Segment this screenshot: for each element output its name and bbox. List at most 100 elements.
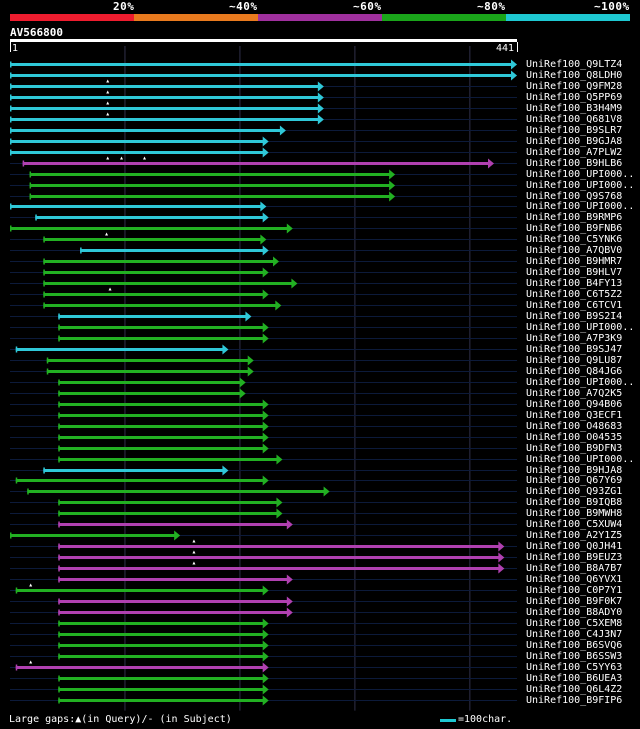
hit-label[interactable]: UniRef100_UPI000.. <box>526 168 635 180</box>
hit-label[interactable]: UniRef100_A7P3K9 <box>526 332 623 344</box>
hit-label[interactable]: UniRef100_C5YY63 <box>526 661 623 673</box>
hit-label[interactable]: UniRef100_Q9LTZ4 <box>526 58 623 70</box>
gap-legend: Large gaps:▲(in Query)/- (in Subject) <box>9 714 232 725</box>
hit-label[interactable]: UniRef100_B9SJ47 <box>526 343 623 355</box>
hit-arrowhead <box>222 465 229 476</box>
hit-label[interactable]: UniRef100_B6SSW3 <box>526 650 623 662</box>
hit-arrowhead <box>247 355 254 366</box>
hit-label[interactable]: UniRef100_B8ADY0 <box>526 606 623 618</box>
hit-label[interactable]: UniRef100_C6TCV1 <box>526 299 623 311</box>
hit-label[interactable]: UniRef100_Q5PP69 <box>526 91 623 103</box>
hit-bar <box>58 523 289 526</box>
hit-label[interactable]: UniRef100_B6UEA3 <box>526 672 623 684</box>
hit-start-tick <box>10 225 12 232</box>
hit-bar <box>58 611 289 614</box>
hit-bar <box>10 227 289 230</box>
hit-arrowhead <box>275 300 282 311</box>
hit-label[interactable]: UniRef100_Q8LDH0 <box>526 69 623 81</box>
hit-arrowhead <box>498 552 505 563</box>
hit-arrowhead <box>262 673 269 684</box>
hit-label[interactable]: UniRef100_B9MWH8 <box>526 507 623 519</box>
hit-label[interactable]: UniRef100_B9FNB6 <box>526 222 623 234</box>
hit-label[interactable]: UniRef100_Q93ZG1 <box>526 485 623 497</box>
hit-label[interactable]: UniRef100_UPI000.. <box>526 321 635 333</box>
hit-label[interactable]: UniRef100_Q6L4Z2 <box>526 683 623 695</box>
hit-arrowhead <box>286 574 293 585</box>
hit-label[interactable]: UniRef100_A7Q2K5 <box>526 387 623 399</box>
hit-label[interactable]: UniRef100_C5XEM8 <box>526 617 623 629</box>
hit-start-tick <box>58 313 60 320</box>
hit-bar <box>43 293 265 296</box>
hit-arrowhead <box>262 136 269 147</box>
hit-arrowhead <box>260 234 267 245</box>
hit-arrowhead <box>262 618 269 629</box>
hit-label[interactable]: UniRef100_UPI000.. <box>526 200 635 212</box>
hit-arrowhead <box>262 662 269 673</box>
hit-label[interactable]: UniRef100_C5XUW4 <box>526 518 623 530</box>
hit-bar <box>58 414 265 417</box>
hit-label[interactable]: UniRef100_B8A7B7 <box>526 562 623 574</box>
hit-label[interactable]: UniRef100_B9EUZ3 <box>526 551 623 563</box>
hit-label[interactable]: UniRef100_Q3ECF1 <box>526 409 623 421</box>
hit-label[interactable]: UniRef100_B9FIP6 <box>526 694 623 706</box>
hit-label[interactable]: UniRef100_B4FY13 <box>526 277 623 289</box>
hit-label[interactable]: UniRef100_B9HJA8 <box>526 464 623 476</box>
hit-label[interactable]: UniRef100_A7QBV0 <box>526 244 623 256</box>
hit-label[interactable]: UniRef100_Q9S768 <box>526 190 623 202</box>
hit-start-tick <box>10 149 12 156</box>
hit-label[interactable]: UniRef100_Q9FM28 <box>526 80 623 92</box>
hit-label[interactable]: UniRef100_A2Y1Z5 <box>526 529 623 541</box>
hit-start-tick <box>10 203 12 210</box>
hit-label[interactable]: UniRef100_Q84JG6 <box>526 365 623 377</box>
hit-bar <box>10 140 265 143</box>
hit-start-tick <box>43 291 45 298</box>
hit-label[interactable]: UniRef100_B9IQB8 <box>526 496 623 508</box>
hit-arrowhead <box>286 223 293 234</box>
hit-label[interactable]: UniRef100_Q6YVX1 <box>526 573 623 585</box>
hit-label[interactable]: UniRef100_B9GJA8 <box>526 135 623 147</box>
hit-label[interactable]: UniRef100_A7PLW2 <box>526 146 623 158</box>
hit-label[interactable]: UniRef100_C4J3N7 <box>526 628 623 640</box>
hit-label[interactable]: UniRef100_O04535 <box>526 431 623 443</box>
hit-label[interactable]: UniRef100_B9F0K7 <box>526 595 623 607</box>
hit-start-tick <box>10 105 12 112</box>
hit-label[interactable]: UniRef100_Q681V8 <box>526 113 623 125</box>
hit-label[interactable]: UniRef100_B6SVQ6 <box>526 639 623 651</box>
hit-label[interactable]: UniRef100_Q0JH41 <box>526 540 623 552</box>
hit-bar <box>58 392 242 395</box>
scale-swatch <box>440 719 456 722</box>
query-gap-marker <box>106 112 110 116</box>
hit-bar <box>58 633 265 636</box>
hit-label[interactable]: UniRef100_B3H4M9 <box>526 102 623 114</box>
hit-label[interactable]: UniRef100_O48683 <box>526 420 623 432</box>
hit-label[interactable]: UniRef100_B9DFN3 <box>526 442 623 454</box>
hit-label[interactable]: UniRef100_C0P7Y1 <box>526 584 623 596</box>
hit-label[interactable]: UniRef100_B9SLR7 <box>526 124 623 136</box>
hit-bar <box>29 195 392 198</box>
hit-start-tick <box>43 280 45 287</box>
hit-label[interactable]: UniRef100_UPI000.. <box>526 376 635 388</box>
hit-label[interactable]: UniRef100_B9HMR7 <box>526 255 623 267</box>
hit-arrowhead <box>262 267 269 278</box>
hit-label[interactable]: UniRef100_UPI000.. <box>526 453 635 465</box>
hit-bar <box>58 578 289 581</box>
hit-arrowhead <box>262 399 269 410</box>
hit-label[interactable]: UniRef100_Q9LU87 <box>526 354 623 366</box>
hit-label[interactable]: UniRef100_C6T5Z2 <box>526 288 623 300</box>
hit-label[interactable]: UniRef100_C5YNK6 <box>526 233 623 245</box>
hit-label[interactable]: UniRef100_UPI000.. <box>526 179 635 191</box>
hit-label[interactable]: UniRef100_B9HLB6 <box>526 157 623 169</box>
hit-start-tick <box>35 214 37 221</box>
hit-arrowhead <box>262 322 269 333</box>
identity-percent-label: ~40% <box>229 0 258 13</box>
hit-label[interactable]: UniRef100_B9RMP6 <box>526 211 623 223</box>
hit-bar <box>58 600 289 603</box>
hit-label[interactable]: UniRef100_Q94B06 <box>526 398 623 410</box>
hit-start-tick <box>27 488 29 495</box>
hit-label[interactable]: UniRef100_Q67Y69 <box>526 474 623 486</box>
hit-label[interactable]: UniRef100_B9S2I4 <box>526 310 623 322</box>
hit-label[interactable]: UniRef100_B9HLV7 <box>526 266 623 278</box>
query-gap-marker <box>106 90 110 94</box>
hit-arrowhead <box>389 169 396 180</box>
hit-arrowhead <box>262 245 269 256</box>
